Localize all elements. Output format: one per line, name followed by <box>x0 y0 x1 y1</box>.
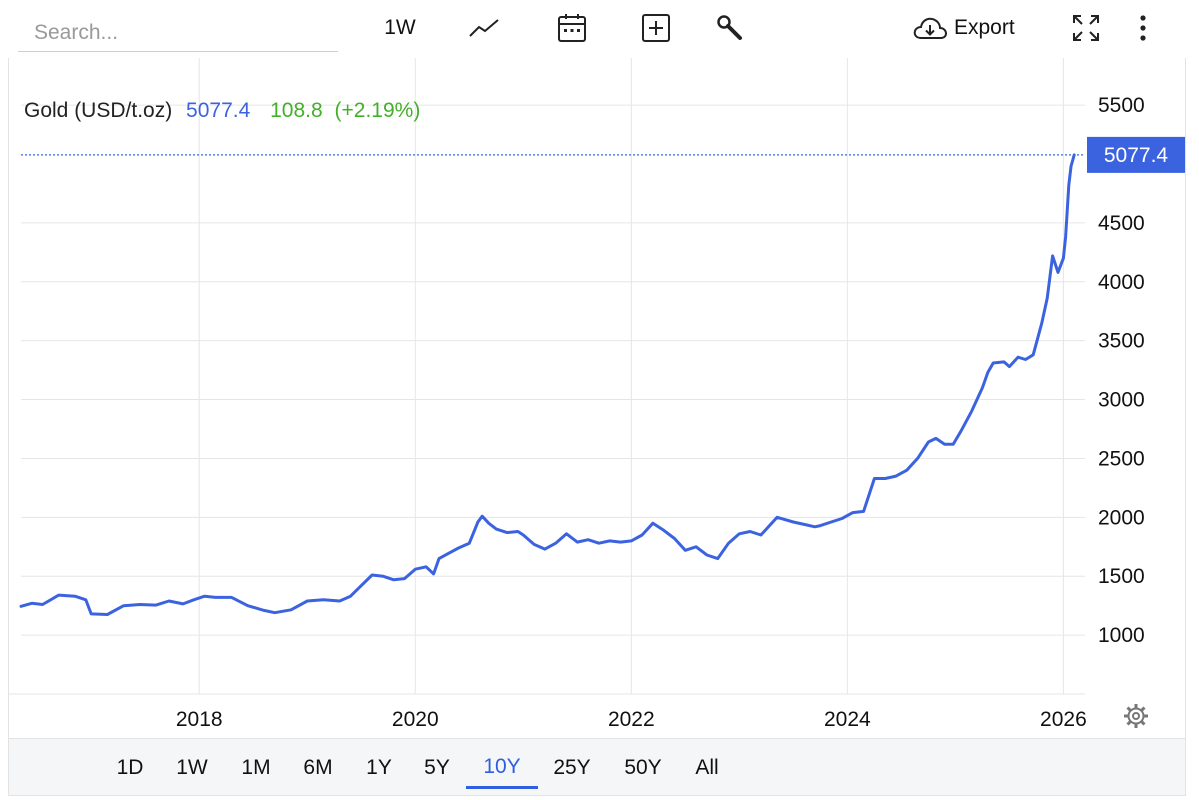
range-button-5y[interactable]: 5Y <box>424 756 450 779</box>
last-price-marker: 5077.4 <box>21 136 1185 173</box>
x-tick-label: 2018 <box>176 708 223 731</box>
compare-button[interactable] <box>634 10 678 46</box>
cloud-download-icon <box>913 17 948 39</box>
x-tick-label: 2026 <box>1040 708 1087 731</box>
chart-legend: Gold (USD/t.oz) 5077.4 108.8 (+2.19%) <box>24 99 420 122</box>
y-axis-labels: 1000 1500 2000 2500 3000 3500 4000 4500 5500 <box>1098 94 1145 647</box>
last-price-badge <box>1087 136 1185 173</box>
line-chart-icon <box>469 19 499 37</box>
chart-type-button[interactable] <box>462 10 506 46</box>
grid-lines <box>9 58 1085 695</box>
more-menu-button[interactable] <box>1128 10 1158 46</box>
chart-panel: 1000 1500 2000 2500 3000 3500 4000 4500 5500 201… <box>8 58 1186 738</box>
x-tick-label: 2022 <box>608 708 655 731</box>
legend-change: 108.8 <box>270 99 323 122</box>
x-tick-label: 2024 <box>824 708 871 731</box>
export-label: Export <box>954 16 1015 39</box>
range-button-all[interactable]: All <box>695 756 719 779</box>
y-tick-label: 1000 <box>1098 624 1145 647</box>
wrench-icon <box>717 15 742 40</box>
y-tick-label: 5500 <box>1098 94 1145 117</box>
more-vertical-icon <box>1140 15 1146 41</box>
fullscreen-icon <box>1073 15 1099 41</box>
y-tick-label: 3500 <box>1098 330 1145 353</box>
last-price-label: 5077.4 <box>1104 144 1169 167</box>
range-button-50y[interactable]: 50Y <box>624 756 662 779</box>
calendar-icon <box>558 14 586 42</box>
range-button-1d[interactable]: 1D <box>116 756 144 779</box>
range-button-1m[interactable]: 1M <box>241 756 271 779</box>
y-tick-label: 4000 <box>1098 271 1145 294</box>
fullscreen-button[interactable] <box>1064 10 1108 46</box>
settings-tool-button[interactable] <box>708 10 752 46</box>
range-button-25y[interactable]: 25Y <box>553 756 591 779</box>
search-input[interactable] <box>18 14 338 52</box>
export-button[interactable]: Export <box>912 10 1034 46</box>
date-range-button[interactable] <box>550 10 594 46</box>
price-series <box>19 153 1076 616</box>
y-tick-label: 3000 <box>1098 389 1145 412</box>
range-button-1w[interactable]: 1W <box>176 756 208 779</box>
gear-icon <box>1124 704 1148 728</box>
y-tick-label: 4500 <box>1098 212 1145 235</box>
y-tick-label: 2500 <box>1098 447 1145 470</box>
plus-box-icon <box>642 14 670 42</box>
y-tick-label: 1500 <box>1098 565 1145 588</box>
price-line <box>19 153 1076 616</box>
range-button-10y[interactable]: 10Y <box>466 747 538 789</box>
x-axis-labels: 2018 2020 2022 2024 2026 <box>176 708 1087 731</box>
range-button-6m[interactable]: 6M <box>303 756 333 779</box>
interval-button[interactable]: 1W <box>384 16 416 39</box>
range-button-1y[interactable]: 1Y <box>366 756 392 779</box>
y-tick-label: 2000 <box>1098 506 1145 529</box>
legend-change-pct: (+2.19%) <box>335 99 421 122</box>
legend-last-value: 5077.4 <box>186 99 251 122</box>
legend-series-name: Gold (USD/t.oz) <box>24 99 172 122</box>
toolbar: 1W Export <box>0 0 1199 58</box>
chart-settings-button[interactable] <box>1124 704 1148 728</box>
range-selector: 1D 1W 1M 6M 1Y 5Y 10Y 25Y 50Y All <box>8 738 1186 796</box>
price-chart[interactable]: 1000 1500 2000 2500 3000 3500 4000 4500 5500 201… <box>9 58 1187 738</box>
x-tick-label: 2020 <box>392 708 439 731</box>
